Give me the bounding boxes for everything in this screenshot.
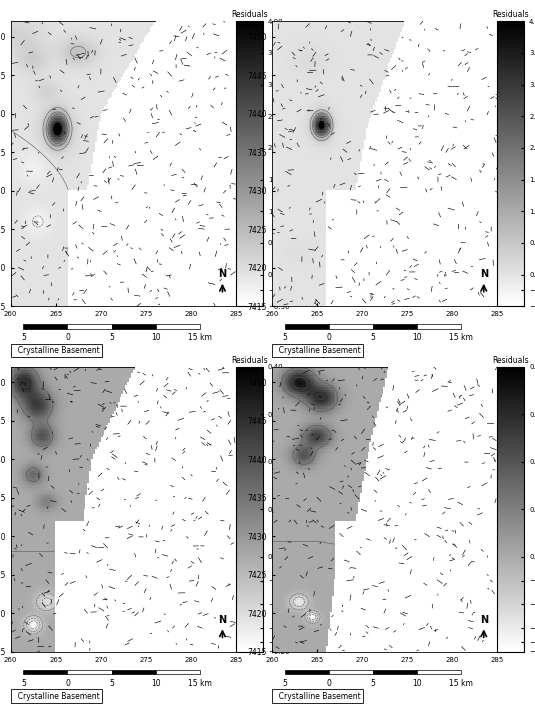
Text: 10: 10 — [412, 679, 422, 688]
Text: 15 km: 15 km — [449, 679, 473, 688]
Bar — [329, 325, 373, 329]
Text: 5: 5 — [109, 679, 114, 688]
Bar — [112, 325, 156, 329]
Text: 5: 5 — [21, 333, 26, 342]
Text: 5: 5 — [21, 679, 26, 688]
Text: N: N — [480, 615, 488, 625]
Title: Residuals: Residuals — [493, 356, 529, 365]
Text: 0: 0 — [326, 333, 331, 342]
Text: Crystalline Basement: Crystalline Basement — [274, 691, 361, 701]
Bar — [24, 325, 67, 329]
Title: Residuals: Residuals — [493, 10, 529, 19]
Text: 15 km: 15 km — [188, 333, 212, 342]
Bar — [373, 670, 417, 674]
Bar — [112, 670, 156, 674]
Text: 15 km: 15 km — [188, 679, 212, 688]
Title: Residuals: Residuals — [231, 10, 268, 19]
Text: 0: 0 — [326, 679, 331, 688]
Text: N: N — [218, 269, 226, 279]
Bar — [24, 670, 67, 674]
Text: 0: 0 — [65, 679, 70, 688]
Text: Crystalline Basement: Crystalline Basement — [13, 691, 100, 701]
Text: 15 km: 15 km — [449, 333, 473, 342]
Text: 0: 0 — [65, 333, 70, 342]
Text: 5: 5 — [370, 679, 376, 688]
Text: N: N — [218, 615, 226, 625]
Text: 10: 10 — [151, 333, 160, 342]
Bar — [373, 325, 417, 329]
Bar — [329, 670, 373, 674]
Text: Crystalline Basement: Crystalline Basement — [13, 346, 100, 355]
Bar — [67, 325, 112, 329]
Text: 5: 5 — [282, 333, 287, 342]
Bar — [156, 325, 200, 329]
Bar — [285, 325, 329, 329]
Bar — [285, 670, 329, 674]
Text: 10: 10 — [151, 679, 160, 688]
Title: Residuals: Residuals — [231, 356, 268, 365]
Bar — [417, 670, 461, 674]
Text: N: N — [480, 269, 488, 279]
Text: Crystalline Basement: Crystalline Basement — [274, 346, 361, 355]
Text: 10: 10 — [412, 333, 422, 342]
Bar — [156, 670, 200, 674]
Bar — [417, 325, 461, 329]
Text: 5: 5 — [282, 679, 287, 688]
Text: 5: 5 — [370, 333, 376, 342]
Bar — [67, 670, 112, 674]
Text: 5: 5 — [109, 333, 114, 342]
